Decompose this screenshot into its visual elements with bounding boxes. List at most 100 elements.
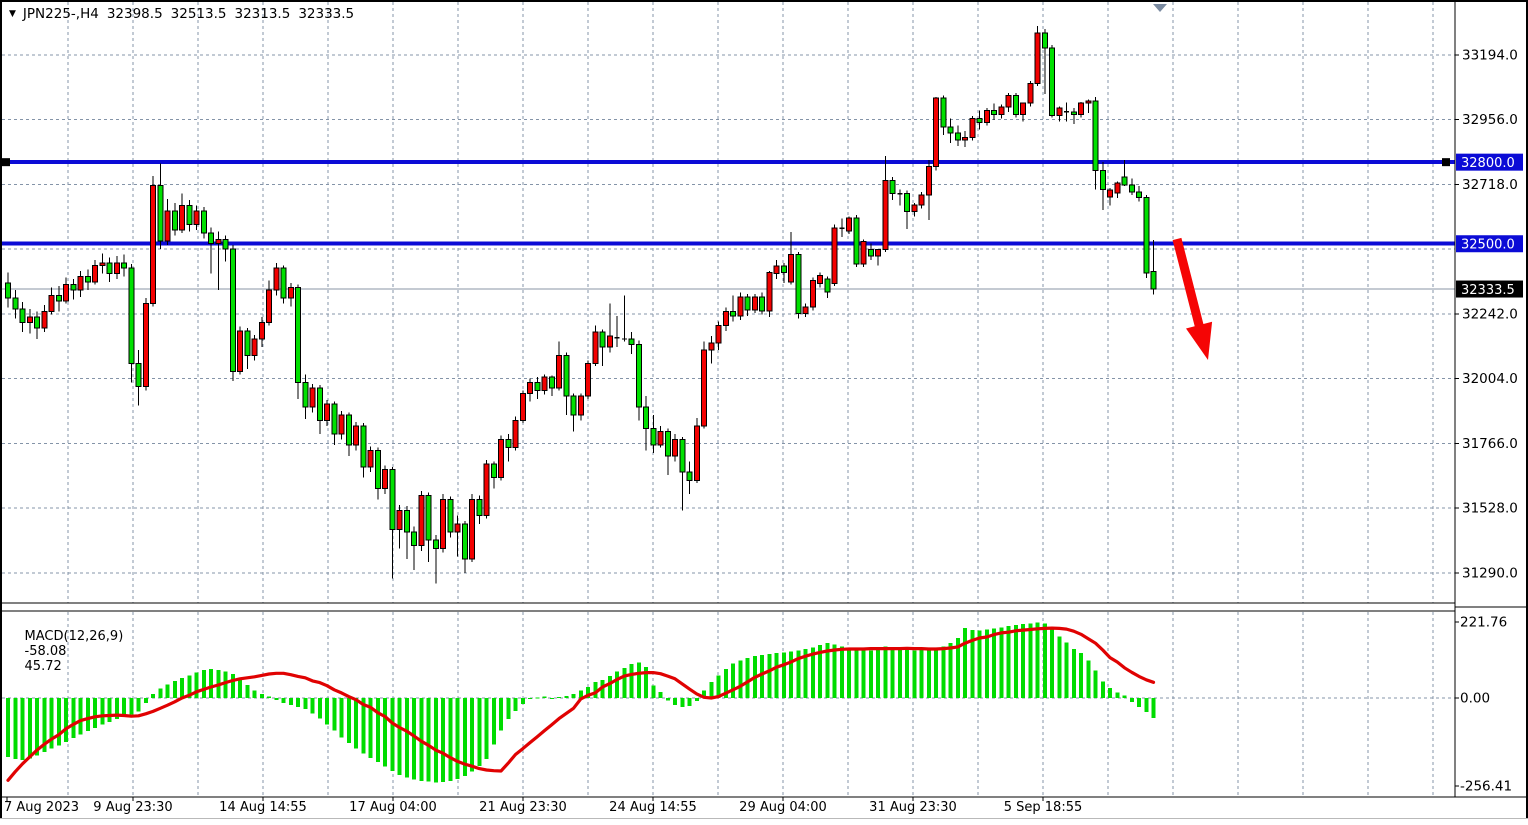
candle-body [846,217,852,232]
window-border-top [0,0,1528,2]
candle-body [1049,47,1055,116]
candle-body [1005,95,1012,108]
candle-body [664,430,671,457]
candle-body [882,180,889,250]
macd-bar [970,629,975,698]
candle-body [432,539,439,549]
macd-bar [984,629,989,698]
candle-body [287,286,294,299]
macd-bar [354,698,358,749]
candle-body [19,308,26,324]
trend-arrow[interactable] [1172,237,1213,360]
macd-axis-label: 0.00 [1460,691,1490,707]
macd-bar [122,698,126,717]
candle-body [940,97,947,128]
macd-bar [158,688,163,698]
price-axis[interactable]: 33194.0 32956.0 32718.0 32242.0 32004.0 31766… [1455,48,1518,582]
candle-body [273,267,280,291]
candle-body [338,414,345,435]
candle-body [998,106,1005,116]
macd-bar [992,628,996,698]
current-price-badge [1456,280,1523,298]
candle-body [1020,102,1026,116]
macd-bar [303,698,308,709]
candle-body [266,289,272,324]
candle-body [773,265,780,275]
time-axis-label: 31 Aug 23:30 [869,800,957,815]
line-handle-right[interactable] [1442,158,1450,167]
time-axis-label: 5 Sep 18:55 [1004,800,1083,815]
macd-bar [78,698,83,735]
symbol-dropdown-icon[interactable]: ▼ [9,8,16,19]
macd-bar [484,698,489,760]
macd-bar [658,692,663,698]
candle-body [418,494,425,547]
candle-body [1128,184,1135,193]
macd-bar [571,693,576,698]
candle-body [128,267,135,364]
macd-bar [35,698,39,756]
macd-bar [201,669,206,698]
macd-bar [6,698,10,757]
macd-bar [455,698,460,780]
candle-body [1121,176,1128,186]
candle-body [867,248,874,257]
macd-bar [245,684,250,698]
candle-body [121,262,127,269]
time-axis-label: 9 Aug 23:30 [93,800,172,815]
candle-body [592,331,599,364]
macd-bar [687,698,692,706]
candle-body [969,118,976,139]
candle-body [962,137,968,141]
macd-bar [1042,623,1047,698]
macd-bar [13,698,18,760]
candle-body [34,316,40,329]
candle-body [708,342,715,351]
macd-histogram [6,622,1156,783]
macd-bar [165,684,170,698]
macd-bar [818,645,822,698]
candle-body [599,331,606,348]
candle-body [860,240,867,265]
candle-body [715,324,722,344]
candle-body [215,239,222,245]
candle-body [331,403,338,435]
candle-body [577,395,584,416]
macd-bar [361,698,366,754]
macd-bar [1050,628,1054,698]
candle-body [701,349,707,427]
price-level-badge [1456,153,1523,171]
candle-body [686,471,693,481]
price-axis-strip[interactable] [1456,2,1526,797]
macd-bar [941,646,946,698]
macd-bar [412,698,416,780]
candle-body [295,286,301,383]
macd-indicator-label: MACD(12,26,9) -58.08 45.72 [8,614,129,689]
macd-bar [194,672,199,698]
candle-body [469,498,475,560]
candle-body [222,239,229,250]
candle-body [353,425,359,446]
candle-body [933,97,939,168]
macd-bar [317,698,322,719]
candle-body [635,343,642,408]
line-handle-left[interactable] [2,158,10,167]
candle-body [824,278,831,293]
candle-body [788,254,794,283]
candle-body [447,498,454,533]
candle-body [795,254,802,315]
price-axis-label: 31766.0 [1462,436,1518,452]
macd-bar [1021,623,1025,698]
candles [5,26,1157,584]
candle-body [92,265,98,283]
candle-body [374,449,381,490]
candle-body [730,311,736,317]
macd-bar [100,698,105,725]
macd-name: MACD(12,26,9) [24,629,124,644]
chart-shift-marker[interactable] [1153,4,1167,12]
candle-body [99,262,106,267]
candle-body [135,362,142,388]
candle-body [411,531,417,547]
time-axis[interactable]: 7 Aug 2023 9 Aug 23:30 14 Aug 14:55 17 Aug … [4,797,1082,815]
